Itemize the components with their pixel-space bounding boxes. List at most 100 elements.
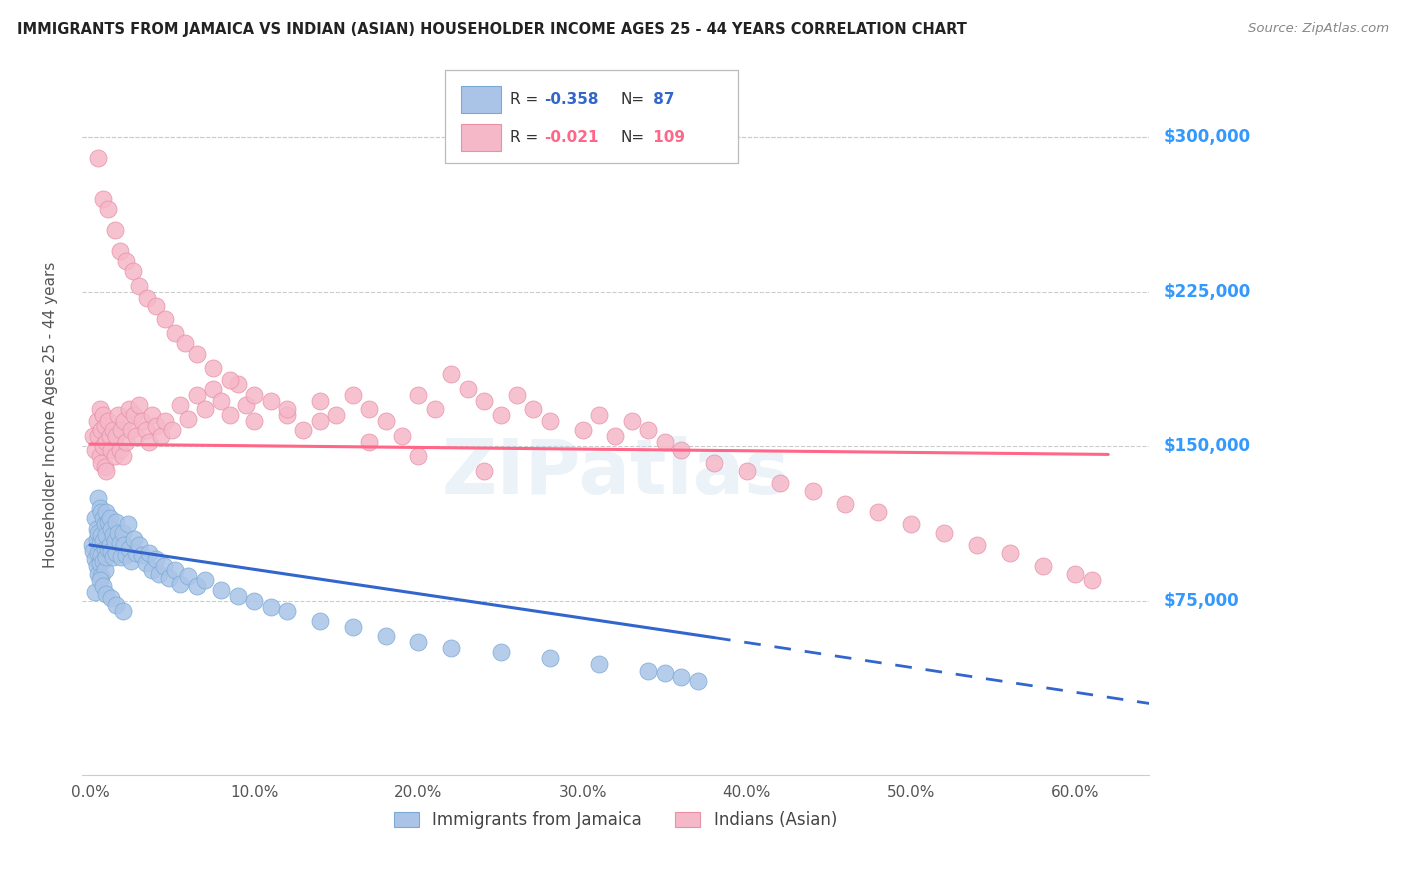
Point [359, 402, 381, 417]
Point [108, 443, 131, 458]
Point [87, 151, 110, 165]
Point [91, 192, 114, 206]
Point [506, 388, 529, 402]
Point [135, 423, 157, 437]
Point [1081, 573, 1104, 587]
Point [620, 415, 643, 429]
Point [605, 429, 627, 443]
Point [93, 517, 115, 532]
Point [93, 563, 115, 577]
Point [91, 554, 114, 568]
Point [374, 415, 396, 429]
Point [157, 571, 180, 585]
Point [243, 593, 266, 607]
Point [90, 548, 112, 562]
Legend: Immigrants from Jamaica, Indians (Asian): Immigrants from Jamaica, Indians (Asian) [387, 805, 844, 836]
Text: ZIPatlas: ZIPatlas [441, 436, 790, 510]
Point [128, 398, 150, 412]
Point [472, 393, 495, 408]
Point [101, 527, 124, 541]
Point [114, 415, 136, 429]
Point [489, 409, 512, 423]
Point [124, 532, 146, 546]
Point [91, 409, 114, 423]
Point [472, 464, 495, 478]
Text: 87: 87 [648, 92, 673, 107]
Point [90, 423, 112, 437]
Point [111, 525, 134, 540]
Point [194, 573, 217, 587]
Point [115, 548, 138, 562]
Point [105, 429, 128, 443]
Point [105, 516, 128, 530]
Point [96, 550, 118, 565]
Point [186, 579, 208, 593]
Point [86, 558, 108, 573]
Point [194, 402, 217, 417]
Point [243, 388, 266, 402]
Point [125, 546, 148, 560]
Point [148, 566, 170, 581]
Point [202, 382, 225, 396]
Point [131, 415, 153, 429]
Point [637, 664, 659, 678]
Point [342, 388, 364, 402]
Point [218, 409, 240, 423]
Point [440, 640, 463, 655]
Point [218, 373, 240, 387]
Point [101, 423, 124, 437]
Point [87, 546, 110, 560]
Point [654, 665, 676, 680]
Point [87, 429, 110, 443]
Point [105, 598, 128, 612]
Point [91, 579, 114, 593]
Point [110, 550, 132, 565]
Text: $150,000: $150,000 [1163, 437, 1250, 455]
Point [522, 402, 544, 417]
Point [93, 542, 115, 557]
Text: R =: R = [510, 129, 543, 145]
Point [588, 409, 610, 423]
Point [89, 557, 111, 571]
Text: -0.358: -0.358 [544, 92, 599, 107]
Point [118, 542, 141, 557]
Point [177, 412, 200, 426]
Point [125, 429, 148, 443]
Point [801, 484, 824, 499]
Point [87, 525, 110, 540]
Point [89, 536, 111, 550]
Point [96, 435, 118, 450]
Text: $300,000: $300,000 [1163, 128, 1250, 146]
Point [121, 264, 143, 278]
Point [83, 585, 105, 599]
Point [155, 415, 177, 429]
Point [998, 546, 1021, 560]
Point [145, 418, 167, 433]
Point [107, 525, 129, 540]
Point [769, 476, 792, 491]
Point [117, 517, 139, 532]
Point [155, 311, 177, 326]
Point [86, 521, 108, 535]
Point [89, 573, 111, 587]
Point [654, 435, 676, 450]
Point [87, 566, 110, 581]
Point [165, 563, 187, 577]
Text: $225,000: $225,000 [1163, 283, 1250, 301]
Point [89, 402, 111, 417]
Point [276, 604, 298, 618]
Point [1064, 566, 1087, 581]
Point [457, 382, 479, 396]
Point [309, 393, 332, 408]
Point [91, 511, 114, 525]
Point [83, 443, 105, 458]
Text: -0.021: -0.021 [544, 129, 599, 145]
Text: R =: R = [510, 92, 543, 107]
Point [423, 402, 446, 417]
Point [97, 415, 120, 429]
Point [276, 402, 298, 417]
Point [100, 544, 122, 558]
Point [111, 450, 134, 464]
Point [90, 505, 112, 519]
Point [107, 409, 129, 423]
